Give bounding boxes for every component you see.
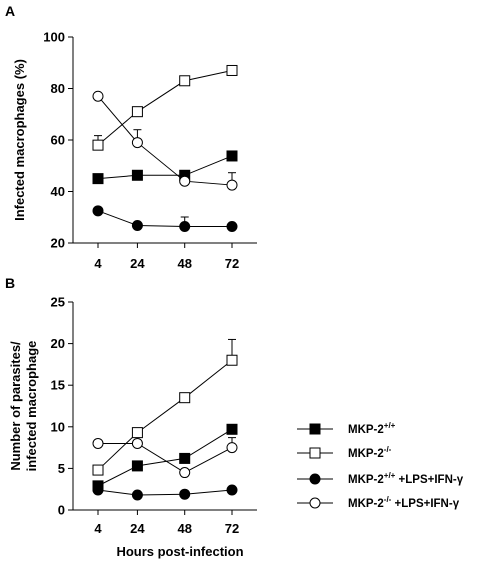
data-point: [131, 106, 143, 118]
panel-a: A 20 40 60 80 100 4 24 48 72 Infected macrophages …: [5, 3, 257, 271]
data-point: [92, 484, 104, 496]
data-point: [179, 75, 191, 87]
data-point: [179, 392, 191, 404]
y-tick-label-b: 10: [51, 419, 65, 434]
legend-marker: [309, 473, 321, 485]
y-tick-label-a: 100: [43, 30, 65, 45]
data-point: [179, 467, 191, 479]
data-point: [226, 442, 238, 454]
data-point: [131, 137, 143, 149]
x-tick-label-a: 72: [225, 256, 239, 271]
data-point: [92, 173, 104, 185]
series-line: [97, 155, 233, 180]
legend-marker: [309, 497, 321, 509]
x-tick-label-a: 48: [177, 256, 191, 271]
series-line: [97, 359, 233, 471]
y-tick-label-a: 40: [51, 184, 65, 199]
legend: MKP-2+/+ MKP-2-/- MKP-2+/+ +LPS+IFN-γ MKP-2…: [297, 421, 464, 510]
series-mkp-2wt-lps-ifn-g-a: [92, 205, 238, 233]
x-tick-label-a: 4: [94, 256, 102, 271]
series-mkp-2wt-b: [92, 423, 238, 492]
data-point: [131, 427, 143, 439]
y-axis-title-b: Number of parasites/infected macrophage: [8, 341, 39, 472]
x-tick-label-a: 24: [130, 256, 145, 271]
x-tick-label-b: 72: [225, 521, 239, 536]
series-line: [97, 428, 233, 487]
data-point: [92, 205, 104, 217]
legend-entry-mkp-2wt-lps-ifn-g: MKP-2+/+ +LPS+IFN-γ: [297, 471, 464, 486]
legend-entry-mkp-2wt: MKP-2+/+: [297, 421, 396, 436]
data-point: [226, 64, 238, 76]
series-mkp-2ko-lps-ifn-g-b: [92, 437, 238, 479]
data-point: [92, 90, 104, 102]
legend-label: MKP-2+/+: [348, 421, 396, 436]
legend-label: MKP-2+/+ +LPS+IFN-γ: [348, 471, 464, 486]
data-point: [179, 221, 191, 233]
series-mkp-2ko-b: [92, 338, 238, 476]
legend-label: MKP-2-/- +LPS+IFN-γ: [348, 495, 460, 510]
panel-label-b: B: [5, 275, 15, 291]
legend-entry-mkp-2ko-lps-ifn-g: MKP-2-/- +LPS+IFN-γ: [297, 495, 460, 510]
series-line: [97, 95, 233, 186]
data-point: [226, 423, 238, 435]
data-point: [131, 437, 143, 449]
series-line: [97, 210, 232, 228]
x-axis-title: Hours post-infection: [116, 544, 243, 559]
legend-entry-mkp-2ko: MKP-2-/-: [297, 445, 392, 460]
x-tick-label-b: 24: [130, 521, 145, 536]
data-point: [179, 488, 191, 500]
legend-marker: [309, 447, 321, 459]
data-point: [226, 179, 238, 191]
data-point: [226, 484, 238, 496]
series-mkp-2wt-a: [92, 150, 238, 185]
y-tick-label-b: 20: [51, 336, 65, 351]
y-tick-label-a: 60: [51, 133, 65, 148]
data-point: [179, 175, 191, 187]
legend-marker: [309, 423, 321, 435]
data-point: [226, 150, 238, 162]
x-tick-label-b: 4: [94, 521, 102, 536]
y-tick-label-b: 0: [58, 503, 65, 518]
series-line: [97, 69, 233, 146]
data-point: [92, 464, 104, 476]
data-point: [226, 221, 238, 233]
series-line: [98, 442, 233, 474]
panel-label-a: A: [5, 3, 15, 19]
series-mkp-2wt-lps-ifn-g-b: [92, 484, 238, 501]
panel-b: B 0 5 10 15 20 25 4 24 48 72 Number of parasites/in…: [5, 275, 257, 536]
data-point: [179, 452, 191, 464]
y-axis-title-a: Infected macrophages (%): [12, 59, 27, 221]
x-tick-label-b: 48: [177, 521, 191, 536]
data-point: [131, 219, 143, 231]
data-point: [92, 437, 104, 449]
data-point: [131, 489, 143, 501]
series-line: [97, 489, 233, 496]
y-tick-label-a: 80: [51, 81, 65, 96]
y-tick-label-a: 20: [51, 236, 65, 251]
data-point: [226, 354, 238, 366]
legend-label: MKP-2-/-: [348, 445, 392, 460]
data-point: [92, 139, 104, 151]
data-point: [131, 460, 143, 472]
data-point: [131, 169, 143, 181]
y-tick-label-b: 15: [51, 378, 65, 393]
y-tick-label-b: 5: [58, 461, 65, 476]
series-mkp-2ko-lps-ifn-g-a: [92, 90, 238, 191]
y-tick-label-b: 25: [51, 295, 65, 310]
series-mkp-2ko-a: [92, 64, 238, 151]
